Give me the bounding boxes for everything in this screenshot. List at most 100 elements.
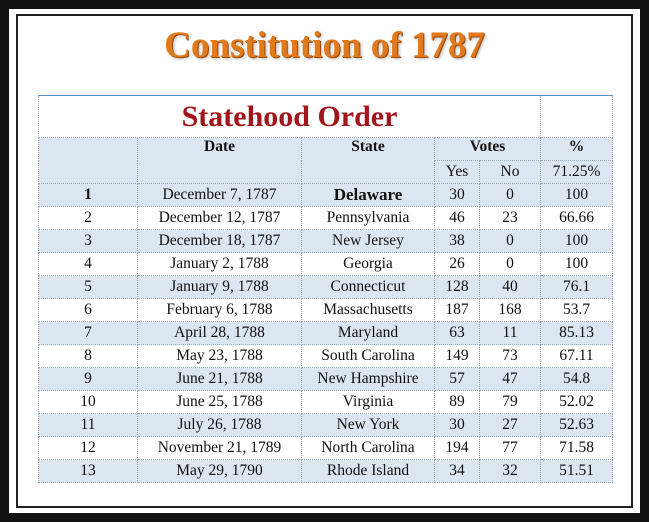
percent-cell: 100 [540,252,614,276]
yes-cell: 89 [434,390,480,414]
no-cell: 27 [478,413,542,437]
date-cell: February 6, 1788 [137,298,302,322]
date-cell: January 9, 1788 [137,275,302,299]
statehood-table: Statehood Order Date State Votes % Yes N… [37,95,614,483]
yes-cell: 128 [434,275,480,299]
no-cell: 32 [478,459,542,483]
date-header: Date [137,137,302,184]
percent-cell: 100 [540,183,614,207]
state-row: 8 May 23, 1788 South Carolina 149 73 67.11 [38,344,614,368]
state-row: 13 May 29, 1790 Rhode Island 34 32 51.51 [38,459,614,483]
state-cell: Maryland [301,321,435,345]
no-cell: 23 [478,206,542,230]
state-cell: New Hampshire [301,367,435,391]
state-row: 5 January 9, 1788 Connecticut 128 40 76.1 [38,275,614,299]
yes-cell: 46 [434,206,480,230]
state-row: 3 December 18, 1787 New Jersey 38 0 100 [38,229,614,253]
no-cell: 0 [478,252,542,276]
no-cell: 0 [478,229,542,253]
empty-cell [540,95,614,138]
date-cell: January 2, 1788 [137,252,302,276]
state-row: 6 February 6, 1788 Massachusetts 187 168 53.7 [38,298,614,322]
yes-cell: 194 [434,436,480,460]
date-cell: July 26, 1788 [137,413,302,437]
no-cell: 11 [478,321,542,345]
table-body: 1 December 7, 1787 Delaware 30 0 100 2 December… [38,183,614,483]
state-row: 2 December 12, 1787 Pennsylvania 46 23 66.66 [38,206,614,230]
state-cell: Rhode Island [301,459,435,483]
date-cell: December 12, 1787 [137,206,302,230]
subtitle: Statehood Order [37,95,542,138]
state-row: 10 June 25, 1788 Virginia 89 79 52.02 [38,390,614,414]
order-cell: 10 [38,390,138,414]
order-cell: 1 [38,183,138,207]
state-cell: Virginia [301,390,435,414]
state-row: 4 January 2, 1788 Georgia 26 0 100 [38,252,614,276]
header-row: Date State Votes % [38,137,614,184]
title: Constitution of 1787 [164,25,485,66]
yes-cell: 63 [434,321,480,345]
order-cell: 4 [38,252,138,276]
yes-cell: 57 [434,367,480,391]
order-cell: 12 [38,436,138,460]
yes-header: Yes [434,160,480,184]
yes-cell: 30 [434,413,480,437]
no-cell: 47 [478,367,542,391]
state-cell: Pennsylvania [301,206,435,230]
state-cell: Georgia [301,252,435,276]
state-cell: Connecticut [301,275,435,299]
state-cell: South Carolina [301,344,435,368]
yes-cell: 149 [434,344,480,368]
date-cell: December 7, 1787 [137,183,302,207]
order-cell: 7 [38,321,138,345]
state-cell: North Carolina [301,436,435,460]
empty-cell [38,137,138,184]
percent-cell: 76.1 [540,275,614,299]
state-cell: Massachusetts [301,298,435,322]
order-cell: 6 [38,298,138,322]
order-cell: 13 [38,459,138,483]
no-cell: 168 [478,298,542,322]
yes-cell: 34 [434,459,480,483]
no-cell: 0 [478,183,542,207]
state-row: 1 December 7, 1787 Delaware 30 0 100 [38,183,614,207]
state-row: 7 April 28, 1788 Maryland 63 11 85.13 [38,321,614,345]
yes-cell: 30 [434,183,480,207]
date-cell: April 28, 1788 [137,321,302,345]
state-header: State [301,137,435,184]
date-cell: May 23, 1788 [137,344,302,368]
subtitle-row: Statehood Order [37,95,614,138]
state-row: 12 November 21, 1789 North Carolina 194 77 71… [38,436,614,460]
percent-cell: 52.02 [540,390,614,414]
state-row: 11 July 26, 1788 New York 30 27 52.63 [38,413,614,437]
order-cell: 5 [38,275,138,299]
order-cell: 11 [38,413,138,437]
no-cell: 79 [478,390,542,414]
date-cell: November 21, 1789 [137,436,302,460]
date-cell: December 18, 1787 [137,229,302,253]
subheader-row: Yes No 71.25% [39,160,614,184]
votes-header: Votes [433,137,542,161]
overall-percent: 71.25% [540,160,614,184]
state-cell: New York [301,413,435,437]
order-cell: 2 [38,206,138,230]
state-row: 9 June 21, 1788 New Hampshire 57 47 54.8 [38,367,614,391]
yes-cell: 26 [434,252,480,276]
no-header: No [478,160,542,184]
percent-cell: 67.11 [540,344,614,368]
percent-cell: 85.13 [540,321,614,345]
percent-cell: 66.66 [540,206,614,230]
percent-cell: 71.58 [540,436,614,460]
percent-cell: 51.51 [540,459,614,483]
percent-cell: 52.63 [540,413,614,437]
no-cell: 40 [478,275,542,299]
order-cell: 9 [38,367,138,391]
date-cell: June 21, 1788 [137,367,302,391]
yes-cell: 187 [434,298,480,322]
state-cell: Delaware [301,183,435,207]
date-cell: May 29, 1790 [137,459,302,483]
no-cell: 73 [478,344,542,368]
percent-cell: 100 [540,229,614,253]
date-cell: June 25, 1788 [137,390,302,414]
percent-header: % [540,137,614,161]
